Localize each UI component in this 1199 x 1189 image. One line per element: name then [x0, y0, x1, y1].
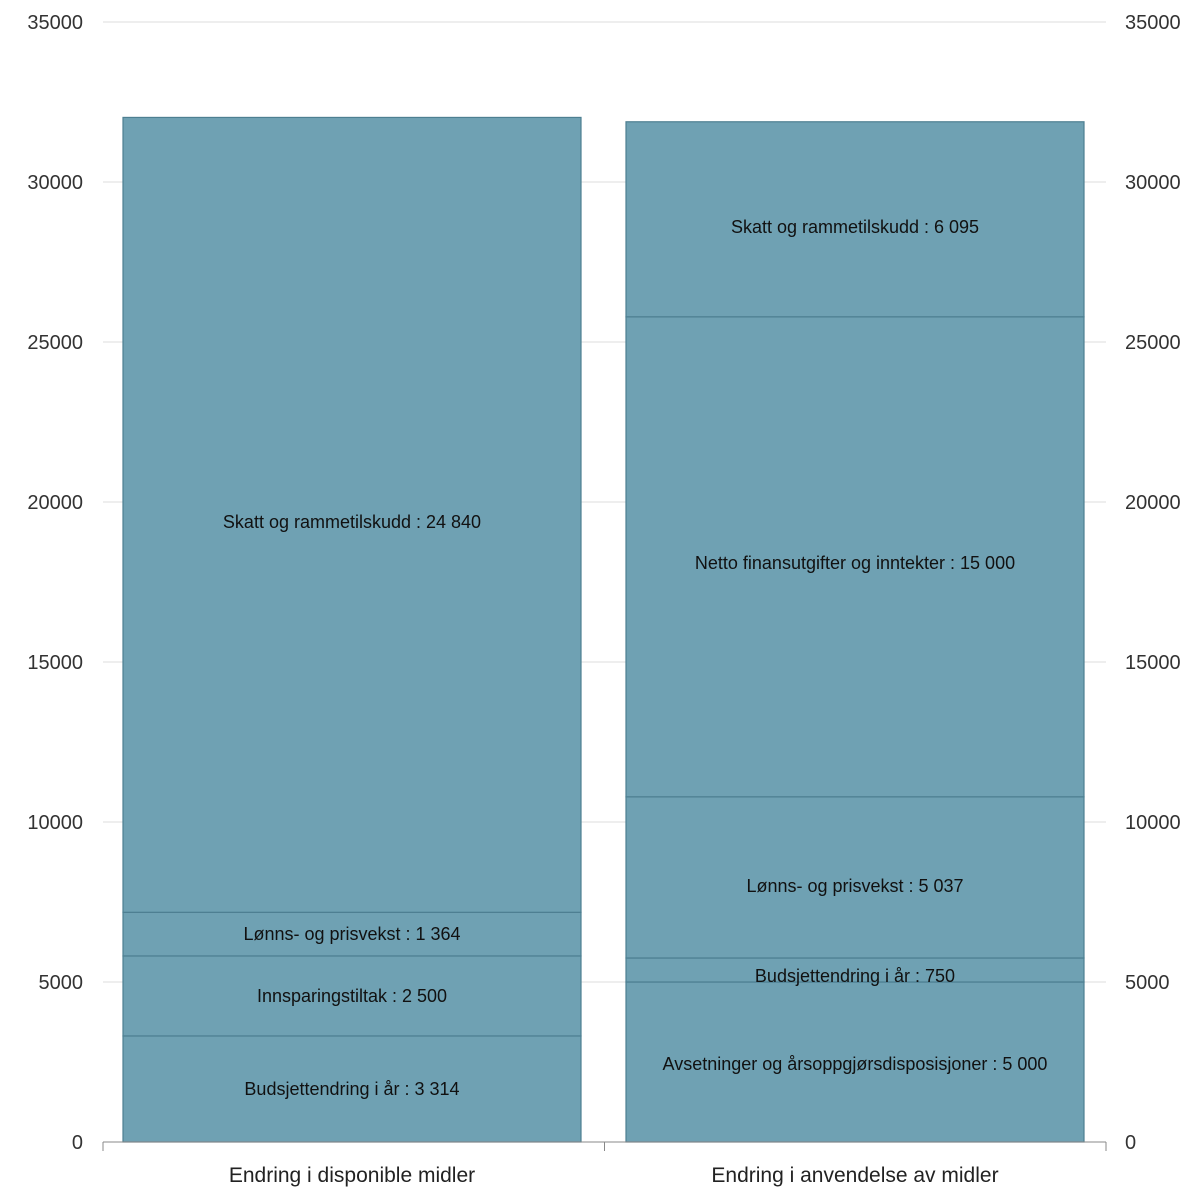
y-tick-label-right: 10000 — [1125, 812, 1181, 834]
bar-segment — [122, 116, 582, 913]
bar-segment — [122, 911, 582, 957]
segment-label: Budsjettendring i år : 3 314 — [244, 1079, 459, 1099]
segment-label: Innsparingstiltak : 2 500 — [257, 986, 447, 1006]
segment-labels: Budsjettendring i år : 3 314 Innsparingst… — [223, 217, 1048, 1099]
x-category-label: Endring i disponible midler — [229, 1164, 475, 1187]
y-tick-label-right: 20000 — [1125, 492, 1181, 514]
segment-label: Budsjettendring i år : 750 — [755, 966, 955, 986]
segment-label: Avsetninger og årsoppgjørsdisposisjoner … — [663, 1054, 1048, 1074]
bar-segment — [625, 957, 1085, 983]
segment-label: Skatt og rammetilskudd : 6 095 — [731, 217, 979, 237]
y-tick-label-left: 10000 — [27, 812, 83, 834]
segment-label: Lønns- og prisvekst : 5 037 — [746, 876, 963, 896]
y-tick-label-right: 0 — [1125, 1132, 1136, 1154]
y-tick-label-right: 25000 — [1125, 332, 1181, 354]
axes: 0 0 5000 5000 10000 10000 15000 15000 20000 20000… — [27, 12, 1180, 1187]
segment-label: Netto finansutgifter og inntekter : 15 0… — [695, 553, 1015, 573]
y-tick-label-left: 35000 — [27, 12, 83, 34]
segment-label: Skatt og rammetilskudd : 24 840 — [223, 512, 481, 532]
y-tick-label-left: 20000 — [27, 492, 83, 514]
y-tick-label-left: 25000 — [27, 332, 83, 354]
bar-segment — [122, 955, 582, 1037]
y-tick-label-right: 15000 — [1125, 652, 1181, 674]
y-tick-label-right: 30000 — [1125, 172, 1181, 194]
y-tick-label-left: 0 — [72, 1132, 83, 1154]
x-category-label: Endring i anvendelse av midler — [711, 1164, 998, 1187]
bar-segment — [625, 796, 1085, 959]
segment-label: Lønns- og prisvekst : 1 364 — [243, 924, 460, 944]
y-tick-label-left: 30000 — [27, 172, 83, 194]
bar-segment — [625, 121, 1085, 318]
y-tick-label-right: 5000 — [1125, 972, 1170, 994]
bar-segment — [625, 316, 1085, 798]
y-tick-label-right: 35000 — [1125, 12, 1181, 34]
bars — [122, 116, 1085, 1143]
y-tick-label-left: 5000 — [39, 972, 84, 994]
y-tick-label-left: 15000 — [27, 652, 83, 674]
bar-segment — [625, 981, 1085, 1143]
